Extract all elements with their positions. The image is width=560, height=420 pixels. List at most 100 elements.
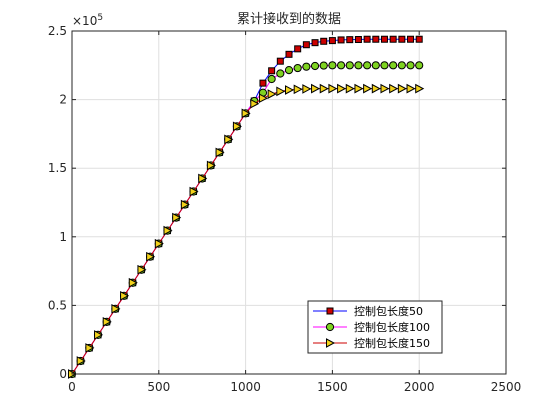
y-tick-label: 1.5 [48, 161, 67, 175]
data-point [372, 35, 380, 43]
data-point [363, 83, 373, 94]
data-point [128, 277, 138, 288]
data-point [311, 39, 319, 47]
data-point [328, 37, 336, 45]
x-tick-label: 1500 [317, 380, 348, 394]
y-tick-label: 0.5 [48, 298, 67, 312]
data-point [406, 83, 416, 94]
axis-ticks: 0 500 1000 1500 2000 2500 0 0.5 1 1.5 2 2.5 [48, 24, 521, 394]
data-point [345, 61, 354, 70]
data-point [389, 35, 397, 43]
data-point [94, 330, 104, 340]
y-axis-exponent-base: ×10 [72, 14, 97, 28]
data-point [258, 93, 269, 104]
data-point [354, 61, 363, 70]
legend: 控制包长度50 控制包长度100 控制包长度150 [307, 300, 443, 354]
series-3 [68, 83, 425, 379]
data-point [337, 36, 345, 44]
data-point [354, 36, 362, 44]
plot-area-frame [71, 30, 507, 375]
data-point [224, 134, 234, 145]
data-point [294, 45, 302, 53]
data-point [180, 199, 190, 210]
data-point [198, 173, 208, 184]
data-point [293, 84, 303, 95]
data-point [397, 61, 406, 70]
data-point [346, 36, 354, 44]
x-tick-label: 500 [147, 380, 170, 394]
data-point [189, 186, 199, 197]
data-point [320, 37, 328, 45]
y-tick-label: 2 [59, 93, 67, 107]
data-point [267, 74, 276, 84]
data-point [293, 63, 302, 73]
data-point [284, 66, 294, 75]
data-point [363, 35, 371, 43]
data-point [163, 225, 173, 236]
data-point [232, 121, 242, 132]
legend-label: 控制包长度100 [354, 320, 430, 334]
data-point [285, 50, 293, 58]
data-point [85, 343, 95, 353]
chart-title: 累计接收到的数据 [237, 11, 341, 27]
data-point [415, 83, 425, 94]
legend-item: 控制包长度150 [313, 336, 430, 350]
legend-item: 控制包长度50 [313, 304, 423, 318]
x-tick-label: 2000 [404, 380, 435, 394]
data-point [172, 212, 182, 223]
data-point [302, 62, 311, 71]
y-axis-exponent: ×105 [72, 13, 103, 28]
data-point [371, 61, 380, 70]
y-tick-label: 2.5 [48, 24, 67, 38]
y-tick-label: 0 [59, 367, 67, 381]
data-point [407, 35, 415, 43]
data-point [354, 83, 364, 94]
legend-label: 控制包长度150 [354, 336, 430, 350]
data-point [363, 61, 372, 70]
data-point [302, 84, 312, 94]
y-axis-exponent-power: 5 [97, 13, 103, 23]
data-point [380, 61, 389, 70]
data-point [76, 356, 86, 366]
data-point [337, 83, 347, 94]
data-point [371, 83, 381, 94]
legend-item: 控制包长度100 [313, 320, 430, 334]
data-point [120, 290, 130, 301]
data-point [336, 61, 346, 70]
series-lines [67, 35, 425, 379]
legend-marker [326, 307, 334, 315]
data-point [276, 69, 285, 78]
data-point [276, 86, 286, 97]
data-point [345, 83, 355, 94]
data-point [328, 83, 338, 94]
data-point [259, 79, 267, 87]
data-point [319, 61, 328, 70]
data-point [380, 83, 390, 94]
x-tick-label: 1000 [230, 380, 261, 394]
legend-label: 控制包长度50 [354, 304, 423, 318]
legend-marker [326, 338, 336, 348]
x-tick-label: 2500 [491, 380, 522, 394]
data-point [311, 83, 321, 94]
y-tick-label: 1 [59, 230, 67, 244]
data-point [241, 108, 251, 119]
data-point [415, 61, 424, 70]
data-point [389, 83, 399, 94]
data-point [310, 61, 320, 71]
data-point [285, 85, 295, 95]
data-point [137, 264, 147, 275]
data-point [154, 238, 164, 249]
data-point [319, 83, 329, 94]
data-point [267, 89, 277, 99]
data-point [102, 317, 112, 327]
data-point [146, 251, 156, 262]
data-point [328, 61, 337, 70]
legend-marker [325, 322, 335, 332]
data-point [406, 61, 415, 70]
x-tick-label: 0 [68, 380, 76, 394]
data-point [380, 35, 388, 43]
data-point [111, 303, 121, 314]
data-point [389, 61, 398, 70]
data-point [268, 67, 276, 75]
